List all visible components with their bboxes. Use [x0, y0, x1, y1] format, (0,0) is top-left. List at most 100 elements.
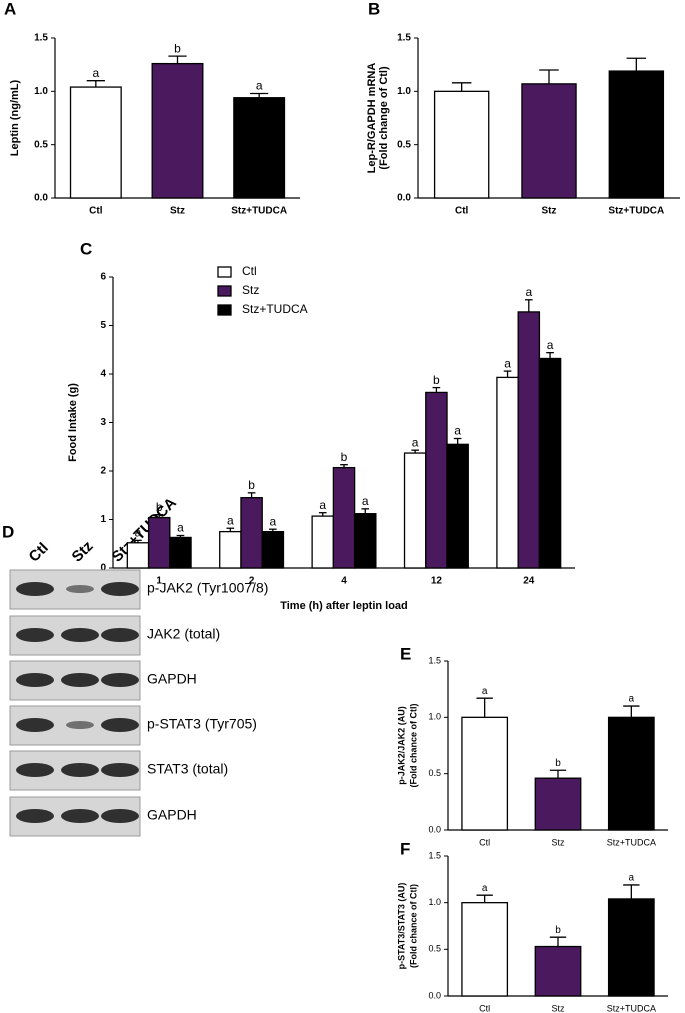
y-tick-label: 1.5 [428, 850, 441, 860]
significance-letter: a [629, 873, 635, 884]
x-tick-label: 12 [431, 576, 443, 587]
significance-letter: a [504, 356, 511, 370]
blot-row-label: GAPDH [147, 807, 197, 823]
x-tick-label: Stz+TUDCA [608, 206, 664, 217]
significance-letter: a [547, 338, 554, 352]
blot-band [66, 721, 94, 729]
panel-letter: C [80, 239, 92, 258]
y-tick-label: 6 [100, 272, 106, 283]
blot-row-label: JAK2 (total) [147, 626, 220, 642]
y-tick-label: 1.5 [34, 33, 48, 44]
y-tick-label: 1.0 [428, 897, 441, 907]
significance-letter: b [156, 500, 163, 514]
x-tick-label: 4 [341, 576, 347, 587]
x-tick-label: Stz [170, 206, 185, 217]
x-tick-label: Ctl [479, 1003, 490, 1013]
x-tick-label: Stz [542, 206, 557, 217]
bar [534, 777, 582, 831]
blot-band [16, 628, 54, 642]
bar [126, 542, 150, 569]
blot-band [61, 628, 99, 642]
significance-letter: b [555, 758, 561, 769]
y-axis-label: (Fold chance of Ctl) [408, 704, 418, 788]
y-axis-label: (Fold change of Ctl) [378, 66, 390, 170]
significance-letter: a [227, 513, 234, 527]
y-tick-label: 0 [100, 563, 106, 574]
significance-letter: b [174, 41, 181, 55]
legend-label: Ctl [242, 264, 257, 278]
y-tick-label: 1.5 [428, 655, 441, 665]
blot-band [61, 809, 99, 823]
blot-row-label: p-STAT3 (Tyr705) [147, 716, 257, 732]
y-tick-label: 4 [100, 369, 106, 380]
x-tick-label: Stz [551, 1003, 565, 1013]
x-tick-label: Stz+TUDCA [607, 1003, 656, 1013]
y-tick-label: 0.0 [428, 824, 441, 834]
blot-band [16, 582, 54, 596]
legend-swatch [217, 266, 232, 278]
x-tick-label: Stz+TUDCA [607, 837, 656, 847]
y-tick-label: 0.5 [428, 944, 441, 954]
bar [461, 716, 509, 831]
legend-swatch [217, 304, 232, 316]
significance-letter: a [525, 285, 532, 299]
significance-letter: b [433, 373, 440, 387]
x-tick-label: Ctl [89, 206, 103, 217]
blot-band [101, 718, 139, 732]
bar [521, 83, 577, 199]
x-tick-label: Ctl [479, 837, 490, 847]
blot-band [101, 673, 139, 687]
y-tick-label: 0.5 [397, 139, 411, 150]
y-tick-label: 0.0 [34, 193, 48, 204]
bar [332, 466, 356, 569]
bar [311, 515, 335, 569]
bar [147, 516, 171, 569]
bar [219, 530, 242, 569]
significance-letter: b [555, 925, 561, 936]
y-tick-label: 1 [100, 514, 106, 525]
blot-band [16, 763, 54, 777]
legend-label: Stz+TUDCA [242, 302, 308, 316]
blot-band [16, 809, 54, 823]
bar [425, 391, 448, 569]
significance-letter: a [177, 521, 184, 535]
x-axis-label: Time (h) after leptin load [280, 600, 408, 612]
blot-row-label: GAPDH [147, 671, 197, 687]
blot-band [101, 628, 139, 642]
panel-letter: B [368, 0, 380, 18]
significance-letter: a [362, 494, 369, 508]
y-axis-label: Food Intake (g) [67, 383, 79, 462]
y-axis-label: p-STAT3/STAT3 (AU) [396, 883, 406, 970]
bar [461, 902, 509, 997]
y-tick-label: 0.0 [428, 990, 441, 1000]
x-tick-label: Stz+TUDCA [231, 206, 287, 217]
bar [517, 311, 541, 569]
blot-row-label: STAT3 (total) [147, 761, 228, 777]
y-tick-label: 3 [100, 417, 106, 428]
legend-swatch [217, 285, 232, 297]
significance-letter: a [270, 514, 277, 528]
panel-letter: D [2, 522, 14, 541]
x-tick-label: 24 [523, 576, 535, 587]
y-axis-label: Lep-R/GAPDH mRNA [366, 63, 378, 174]
blot-band [16, 673, 54, 687]
lane-label: Stz [69, 538, 97, 566]
significance-letter: a [482, 686, 488, 697]
bar [261, 530, 285, 569]
blot-band [61, 763, 99, 777]
bar [353, 513, 377, 569]
bar [240, 497, 263, 569]
y-tick-label: 5 [100, 320, 106, 331]
bar [233, 97, 286, 199]
significance-letter: b [341, 450, 348, 464]
significance-letter: a [482, 883, 488, 894]
bar [446, 443, 469, 569]
blot-band [101, 763, 139, 777]
significance-letter: a [256, 79, 263, 93]
x-tick-label: Ctl [455, 206, 469, 217]
panel-letter: E [400, 644, 411, 663]
y-tick-label: 2 [100, 466, 106, 477]
significance-letter: b [248, 478, 255, 492]
bar [169, 536, 192, 569]
blot-band [16, 718, 54, 732]
